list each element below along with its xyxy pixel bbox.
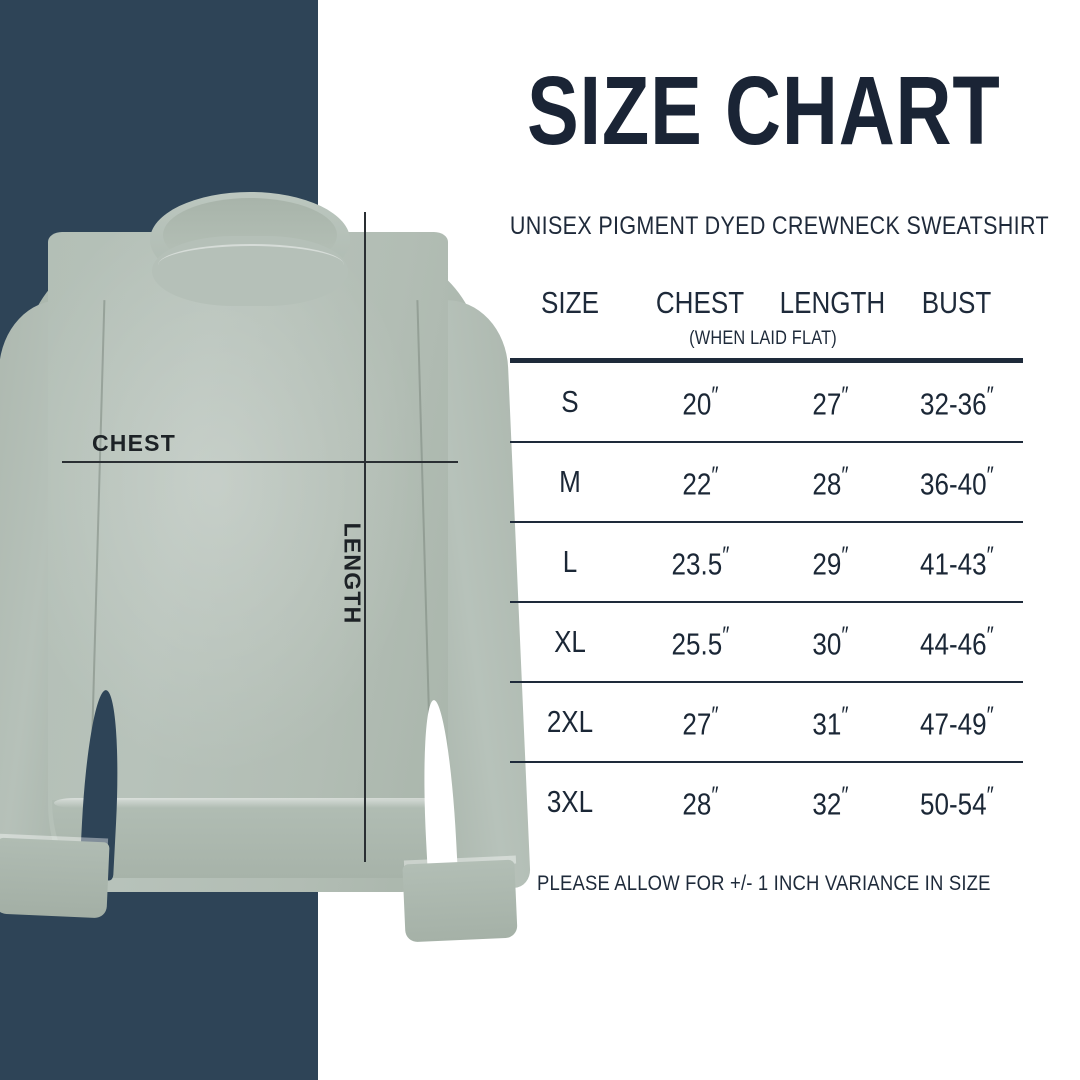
cell-bust: 50-54″: [920, 781, 994, 822]
chest-measure-label: CHEST: [92, 430, 176, 456]
inch-mark: ″: [711, 381, 718, 409]
cell-bust: 47-49″: [920, 701, 994, 742]
cell-length: 27″: [812, 381, 848, 422]
cell-chest: 28″: [682, 781, 718, 822]
inch-mark: ″: [722, 541, 729, 569]
inch-mark: ″: [986, 781, 994, 809]
sweatshirt-hem-seam: [54, 798, 442, 808]
inch-mark: ″: [986, 621, 994, 649]
table-row: M 22″ 28″ 36-40″: [510, 441, 1023, 521]
inch-mark: ″: [841, 621, 848, 649]
cell-length: 28″: [812, 461, 848, 502]
cell-size: S: [561, 384, 579, 419]
cell-chest: 23.5″: [671, 541, 730, 582]
cell-bust: 44-46″: [920, 621, 994, 662]
cell-chest: 20″: [682, 381, 718, 422]
inch-mark: ″: [986, 541, 994, 569]
cell-bust: 32-36″: [920, 381, 994, 422]
inch-mark: ″: [986, 461, 994, 489]
size-table: SIZE CHEST LENGTH BUST (WHEN LAID FLAT) …: [510, 285, 1063, 841]
cell-bust: 41-43″: [920, 541, 994, 582]
cell-size: L: [562, 544, 578, 579]
cell-length: 29″: [812, 541, 848, 582]
sweatshirt-neck-seam: [158, 244, 344, 286]
page-title: SIZE CHART: [527, 56, 1001, 165]
cell-bust: 36-40″: [920, 461, 994, 502]
table-header: SIZE CHEST LENGTH BUST (WHEN LAID FLAT): [510, 285, 1063, 358]
inch-mark: ″: [841, 461, 848, 489]
sweatshirt-left-cuff: [0, 837, 110, 919]
cell-size: M: [559, 464, 581, 499]
column-header-bust: BUST: [921, 285, 992, 320]
cell-chest: 25.5″: [671, 621, 730, 662]
table-body: S 20″ 27″ 32-36″ M 22″ 28″ 36-40″ L 23.5″ 29″ 41-43…: [510, 363, 1063, 841]
cell-size: 3XL: [546, 784, 594, 819]
table-row: L 23.5″ 29″ 41-43″: [510, 521, 1023, 601]
chest-laid-flat-note: (WHEN LAID FLAT): [689, 328, 837, 349]
table-row: XL 25.5″ 30″ 44-46″: [510, 601, 1023, 681]
inch-mark: ″: [841, 781, 848, 809]
sweatshirt-illustration: CHEST LENGTH: [0, 0, 540, 960]
cell-size: 2XL: [546, 704, 594, 739]
page-subtitle: UNISEX PIGMENT DYED CREWNECK SWEATSHIRT: [509, 212, 1049, 240]
inch-mark: ″: [841, 701, 848, 729]
length-measure-line: [364, 212, 366, 862]
cell-size: XL: [554, 624, 586, 659]
inch-mark: ″: [841, 381, 848, 409]
cell-length: 30″: [812, 621, 848, 662]
inch-mark: ″: [711, 781, 718, 809]
chest-measure-line: [62, 461, 458, 463]
table-row: 2XL 27″ 31″ 47-49″: [510, 681, 1023, 761]
length-measure-label: LENGTH: [339, 522, 366, 625]
cell-length: 32″: [812, 781, 848, 822]
column-header-length: LENGTH: [779, 285, 886, 320]
cell-chest: 22″: [682, 461, 718, 502]
sweatshirt-hem-band: [52, 800, 444, 878]
inch-mark: ″: [711, 701, 718, 729]
inch-mark: ″: [722, 621, 729, 649]
table-row: S 20″ 27″ 32-36″: [510, 363, 1023, 441]
variance-footnote: PLEASE ALLOW FOR +/- 1 INCH VARIANCE IN …: [537, 872, 991, 895]
inch-mark: ″: [841, 541, 848, 569]
cell-length: 31″: [812, 701, 848, 742]
inch-mark: ″: [986, 701, 994, 729]
column-header-chest: CHEST: [655, 285, 745, 320]
column-header-size: SIZE: [541, 285, 599, 320]
cell-chest: 27″: [682, 701, 718, 742]
inch-mark: ″: [711, 461, 718, 489]
inch-mark: ″: [986, 381, 994, 409]
table-row: 3XL 28″ 32″ 50-54″: [510, 761, 1023, 841]
table-header-rule: [510, 358, 1023, 363]
chart-content: SIZE CHART UNISEX PIGMENT DYED CREWNECK …: [470, 0, 1080, 1080]
